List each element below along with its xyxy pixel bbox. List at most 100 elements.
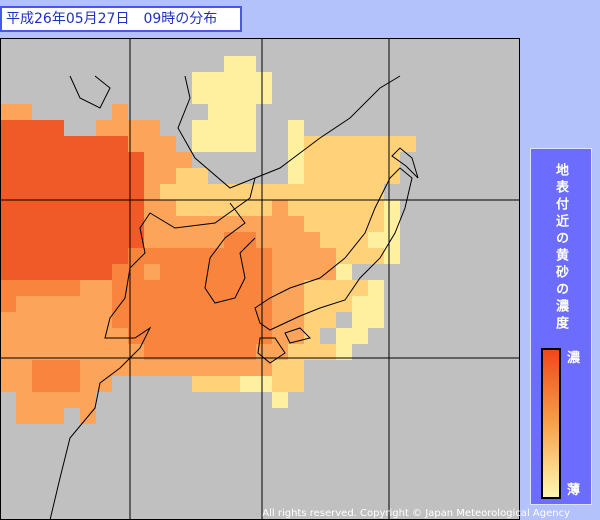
dust-cell <box>176 312 192 328</box>
dust-cell <box>336 296 352 312</box>
dust-cell <box>192 168 208 184</box>
dust-cell <box>16 184 32 200</box>
dust-cell <box>352 136 368 152</box>
dust-cell <box>176 184 192 200</box>
dust-cell <box>304 328 320 344</box>
dust-cell <box>208 104 224 120</box>
dust-cell <box>304 232 320 248</box>
dust-cell <box>336 184 352 200</box>
dust-cell <box>64 312 80 328</box>
dust-cell <box>176 232 192 248</box>
dust-cell <box>224 232 240 248</box>
dust-cell <box>80 392 96 408</box>
dust-cell <box>304 344 320 360</box>
dust-cell <box>0 136 16 152</box>
dust-cell <box>32 264 48 280</box>
dust-cell <box>80 328 96 344</box>
dust-cell <box>144 168 160 184</box>
dust-cell <box>272 200 288 216</box>
dust-cell <box>352 280 368 296</box>
dust-cell <box>272 360 288 376</box>
dust-cell <box>144 216 160 232</box>
dust-cell <box>16 280 32 296</box>
dust-cell <box>272 328 288 344</box>
dust-cell <box>16 232 32 248</box>
dust-cell <box>192 360 208 376</box>
dust-cell <box>368 248 384 264</box>
dust-cell <box>48 328 64 344</box>
dust-cell <box>160 136 176 152</box>
dust-cell <box>128 232 144 248</box>
dust-cell <box>80 216 96 232</box>
dust-cell <box>16 248 32 264</box>
dust-cell <box>320 168 336 184</box>
dust-cell <box>192 184 208 200</box>
dust-cell <box>96 168 112 184</box>
dust-cell <box>48 184 64 200</box>
dust-cell <box>32 312 48 328</box>
dust-cell <box>272 296 288 312</box>
dust-cell <box>384 232 400 248</box>
dust-cell <box>160 296 176 312</box>
dust-cell <box>128 184 144 200</box>
dust-cell <box>0 296 16 312</box>
dust-cell <box>240 376 256 392</box>
dust-cell <box>336 216 352 232</box>
dust-cell <box>112 120 128 136</box>
dust-cell <box>128 152 144 168</box>
dust-cell <box>192 296 208 312</box>
dust-cell <box>352 216 368 232</box>
dust-cell <box>64 200 80 216</box>
dust-cell <box>48 280 64 296</box>
dust-cell <box>208 232 224 248</box>
dust-cell <box>208 280 224 296</box>
legend-low: 薄 <box>567 483 581 498</box>
dust-cell <box>32 120 48 136</box>
dust-cell <box>288 360 304 376</box>
dust-cell <box>224 264 240 280</box>
dust-cell <box>320 312 336 328</box>
dust-cell <box>256 376 272 392</box>
dust-cell <box>192 328 208 344</box>
dust-cell <box>16 392 32 408</box>
dust-cell <box>192 120 208 136</box>
dust-cell <box>176 216 192 232</box>
dust-cell <box>16 168 32 184</box>
dust-cell <box>224 312 240 328</box>
dust-cell <box>32 200 48 216</box>
dust-cell <box>0 344 16 360</box>
dust-cell <box>192 248 208 264</box>
dust-cell <box>176 344 192 360</box>
dust-cell <box>64 360 80 376</box>
dust-cell <box>160 248 176 264</box>
dust-cell <box>320 136 336 152</box>
dust-cell <box>224 280 240 296</box>
dust-cell <box>96 264 112 280</box>
dust-cell <box>48 232 64 248</box>
dust-cell <box>160 280 176 296</box>
dust-cell <box>320 280 336 296</box>
dust-cell <box>240 248 256 264</box>
dust-cell <box>240 232 256 248</box>
dust-cell <box>192 136 208 152</box>
dust-cell <box>64 232 80 248</box>
dust-cell <box>80 136 96 152</box>
dust-cell <box>0 200 16 216</box>
dust-cell <box>144 344 160 360</box>
dust-cell <box>304 216 320 232</box>
dust-cell <box>256 344 272 360</box>
dust-cell <box>336 344 352 360</box>
dust-cell <box>48 200 64 216</box>
dust-cell <box>32 408 48 424</box>
dust-cell <box>128 168 144 184</box>
dust-cell <box>352 296 368 312</box>
dust-cell <box>320 232 336 248</box>
dust-cell <box>224 120 240 136</box>
dust-cell <box>208 312 224 328</box>
dust-cell <box>208 88 224 104</box>
dust-cell <box>176 152 192 168</box>
dust-cell <box>128 280 144 296</box>
dust-cell <box>80 264 96 280</box>
dust-cell <box>224 200 240 216</box>
dust-cell <box>240 104 256 120</box>
